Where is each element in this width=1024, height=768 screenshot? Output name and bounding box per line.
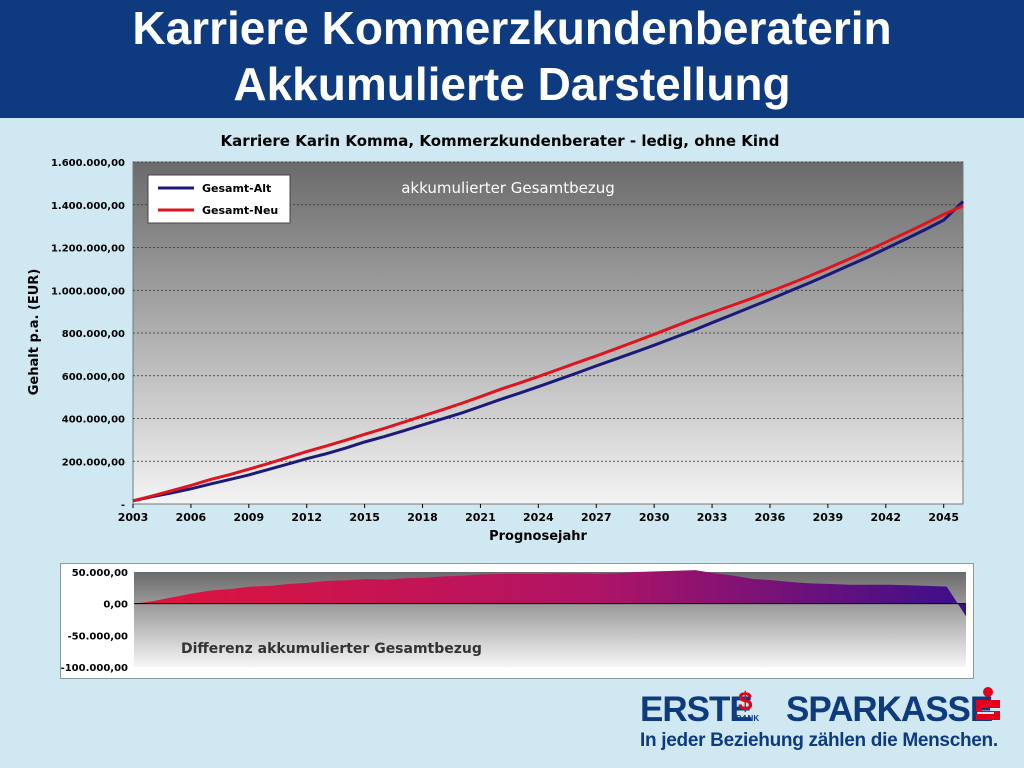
difference-area (134, 570, 966, 617)
y-tick-label: 1.000.000,00 (51, 286, 125, 297)
x-tick-label: 2030 (639, 511, 670, 524)
series-line-gesamt-alt (132, 200, 965, 503)
difference-chart-panel: 50.000,00 0,00 -50.000,00 -100.000,00 Diffe… (60, 563, 974, 679)
x-tick-label: 2045 (928, 511, 959, 524)
x-tick-label: 2027 (581, 511, 612, 524)
diff-y-tick-label: 0,00 (103, 600, 128, 611)
y-tick-label: 1.200.000,00 (51, 244, 125, 255)
x-tick-label: 2012 (291, 511, 322, 524)
y-tick-label: 200.000,00 (62, 457, 125, 468)
main-chart: Karriere Karin Komma, Kommerzkundenberat… (27, 132, 965, 544)
main-chart-panel: Karriere Karin Komma, Kommerzkundenberat… (18, 122, 984, 556)
legend: Gesamt-Alt Gesamt-Neu (147, 174, 291, 224)
x-tick-label: 2042 (870, 511, 901, 524)
x-tick-label: 2018 (407, 511, 438, 524)
x-tick-label: 2021 (465, 511, 496, 524)
y-axis-label: Gehalt p.a. (EUR) (27, 269, 42, 396)
sparkasse-wordmark: SPARKASSE (786, 690, 993, 729)
legend-box (147, 174, 291, 224)
y-tick-label: 1.600.000,00 (51, 158, 125, 169)
erste-sparkasse-logo: ERSTE $ BANK SPARKASSE In jeder Beziehun… (636, 686, 1006, 758)
slide-title-line1: Karriere Kommerzkundenberaterin (132, 2, 892, 54)
x-tick-label: 2033 (697, 511, 728, 524)
x-tick-label: 2003 (118, 511, 149, 524)
x-tick-label: 2009 (234, 511, 265, 524)
y-tick-label: - (121, 500, 125, 511)
slide-title-line2: Akkumulierte Darstellung (233, 58, 791, 110)
x-tick-label: 2024 (523, 511, 554, 524)
erste-s-icon: $ (738, 686, 753, 716)
x-tick-label: 2006 (176, 511, 207, 524)
series-line-gesamt-neu (132, 204, 964, 503)
diff-y-tick-label: -100.000,00 (61, 663, 128, 674)
diff-y-tick-label: 50.000,00 (72, 568, 128, 579)
chart-title: Karriere Karin Komma, Kommerzkundenberat… (221, 132, 780, 150)
difference-chart-title: Differenz akkumulierter Gesamtbezug (181, 641, 482, 657)
sparkasse-s-icon (976, 687, 1000, 720)
x-tick-label: 2039 (813, 511, 844, 524)
erste-wordmark: ERSTE (640, 690, 753, 729)
x-tick-label: 2015 (349, 511, 380, 524)
diff-y-tick-label: -50.000,00 (68, 631, 128, 642)
slogan: In jeder Beziehung zählen die Menschen. (640, 730, 998, 751)
x-axis-label: Prognosejahr (489, 529, 587, 544)
x-tick-label: 2036 (755, 511, 786, 524)
difference-chart: 50.000,00 0,00 -50.000,00 -100.000,00 Diffe… (61, 568, 966, 674)
legend-label-alt: Gesamt-Alt (202, 182, 271, 195)
y-tick-label: 600.000,00 (62, 372, 125, 383)
y-tick-label: 1.400.000,00 (51, 201, 125, 212)
y-tick-label: 800.000,00 (62, 329, 125, 340)
legend-label-neu: Gesamt-Neu (202, 204, 278, 217)
y-tick-label: 400.000,00 (62, 415, 125, 426)
slide-header: Karriere Kommerzkundenberaterin Akkumuli… (0, 0, 1024, 118)
chart-annotation: akkumulierter Gesamtbezug (401, 179, 615, 197)
erste-bank-label: BANK (736, 714, 760, 723)
